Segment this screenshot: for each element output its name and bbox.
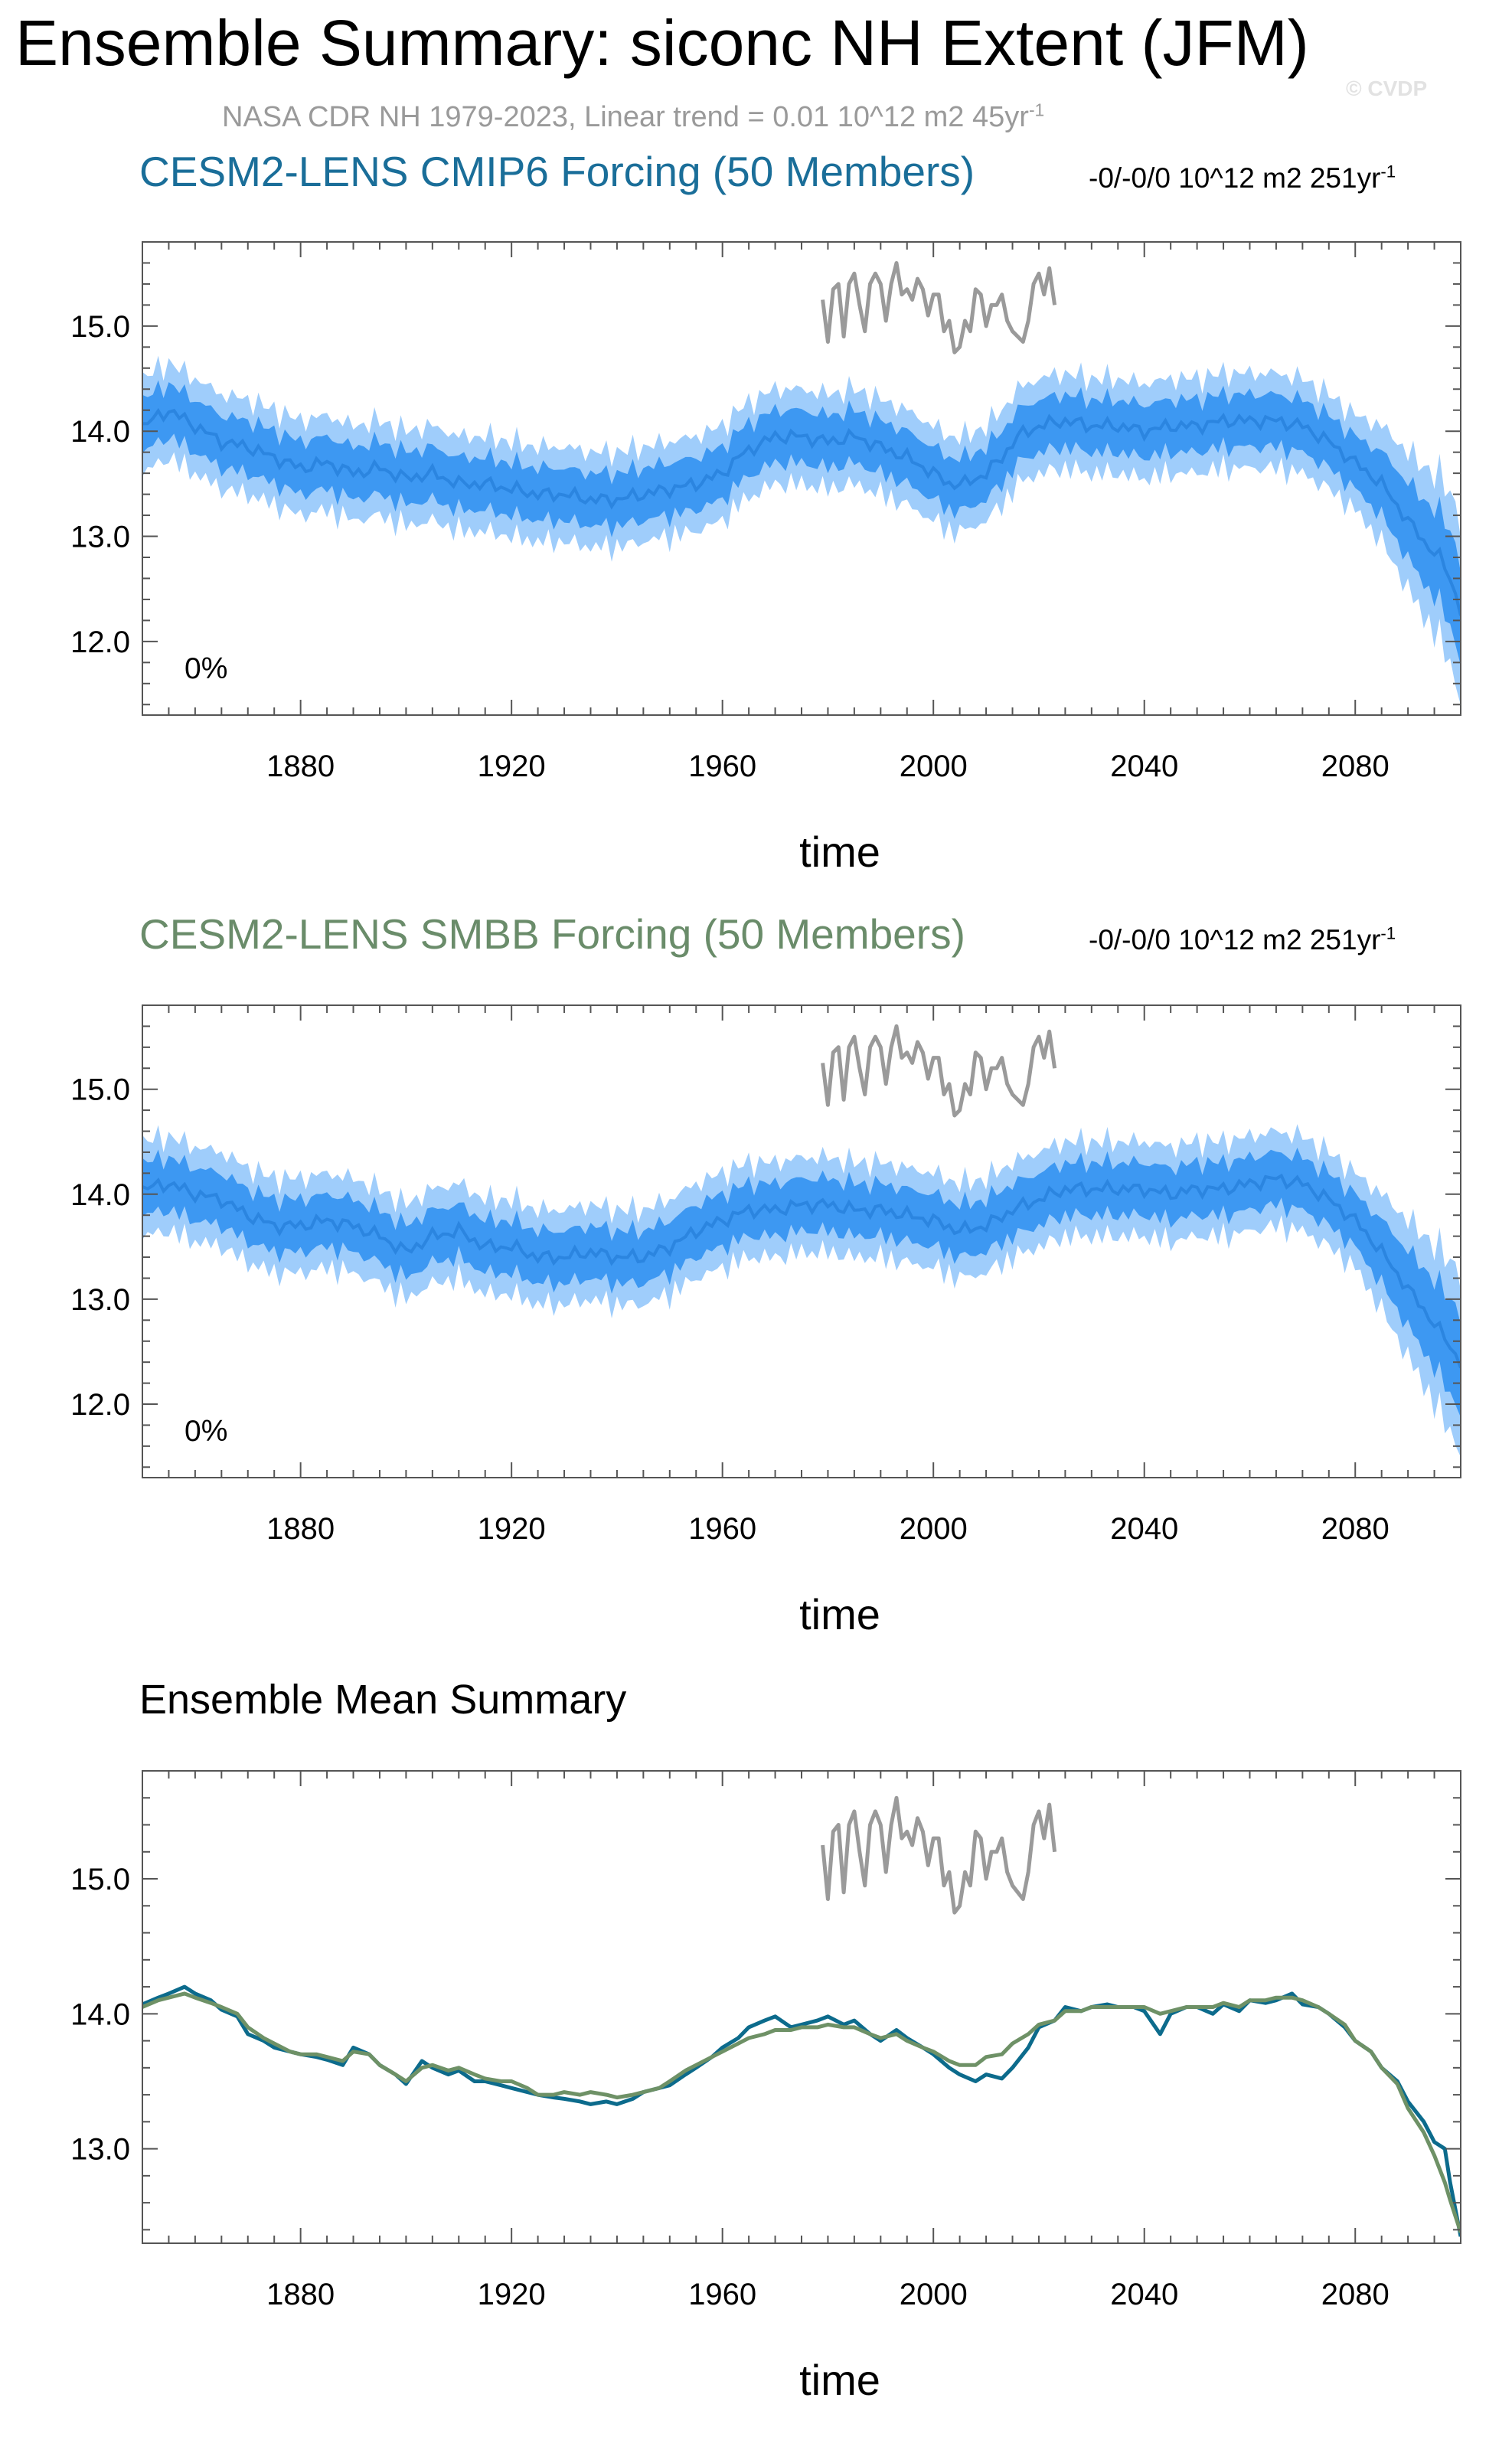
cmip6-mean-line — [142, 1984, 1461, 2237]
percent-label: 0% — [185, 1415, 227, 1448]
x-tick-label: 2080 — [1321, 2278, 1390, 2311]
observation-line — [821, 1795, 1057, 1915]
observation-line — [821, 1024, 1057, 1118]
y-tick-label: 12.0 — [70, 626, 130, 659]
x-tick-label: 2080 — [1321, 1512, 1390, 1546]
copyright-watermark: © CVDP — [1346, 77, 1428, 100]
y-tick-label: 13.0 — [70, 1283, 130, 1317]
x-tick-label: 1960 — [688, 1512, 756, 1546]
x-tick-label: 1920 — [478, 750, 546, 783]
y-tick-label: 14.0 — [70, 1178, 130, 1212]
y-tick-label: 14.0 — [70, 1997, 130, 2031]
smbb-mean-line — [142, 1991, 1461, 2233]
x-tick-label: 1880 — [266, 750, 335, 783]
cmip6-trend-text: -0/-0/0 10^12 m2 251yr — [1089, 162, 1381, 194]
subtitle-exponent: -1 — [1028, 100, 1045, 120]
x-tick-label: 2000 — [900, 1512, 968, 1546]
cmip6-panel-title: CESM2-LENS CMIP6 Forcing (50 Members) — [139, 148, 975, 195]
plot-area — [142, 261, 1461, 705]
y-tick-label: 13.0 — [70, 521, 130, 554]
summary-panel-title: Ensemble Mean Summary — [139, 1677, 627, 1723]
smbb-panel: 12.0 13.0 14.0 15.0 1880 1920 1960 2000 2040 2080… — [70, 1004, 1461, 1638]
y-tick-label: 14.0 — [70, 415, 130, 449]
ensemble-mean-line — [142, 407, 1461, 616]
cmip6-trend-label: -0/-0/0 10^12 m2 251yr-1 — [1089, 162, 1396, 194]
x-tick-label: 1960 — [688, 2278, 756, 2311]
x-tick-label: 1920 — [478, 1512, 546, 1546]
x-axis-label: time — [799, 828, 880, 876]
cmip6-trend-exponent: -1 — [1380, 162, 1396, 181]
x-tick-label: 1920 — [478, 2278, 546, 2311]
subtitle-text: NASA CDR NH 1979-2023, Linear trend = 0.… — [222, 101, 1029, 133]
x-tick-label: 2000 — [900, 2278, 968, 2311]
x-tick-label: 2000 — [900, 750, 968, 783]
x-tick-label: 1880 — [266, 2278, 335, 2311]
y-tick-label: 13.0 — [70, 2133, 130, 2167]
smbb-trend-text: -0/-0/0 10^12 m2 251yr — [1089, 924, 1381, 955]
x-tick-label: 1880 — [266, 1512, 335, 1546]
ensemble-inner-range — [142, 1148, 1461, 1418]
ensemble-inner-range — [142, 380, 1461, 665]
main-title: Ensemble Summary: siconc NH Extent (JFM) — [15, 7, 1309, 79]
x-tick-label: 2040 — [1110, 2278, 1178, 2311]
x-tick-label: 2040 — [1110, 1512, 1178, 1546]
smbb-trend-label: -0/-0/0 10^12 m2 251yr-1 — [1089, 923, 1396, 955]
plot-area — [142, 1795, 1461, 2237]
x-tick-label: 1960 — [688, 750, 756, 783]
observation-subtitle: NASA CDR NH 1979-2023, Linear trend = 0.… — [222, 101, 1044, 134]
plot-area — [142, 1024, 1461, 1458]
smbb-trend-exponent: -1 — [1380, 923, 1396, 943]
x-tick-label: 2040 — [1110, 750, 1178, 783]
x-tick-label: 2080 — [1321, 750, 1390, 783]
summary-panel: 13.0 14.0 15.0 1880 1920 1960 2000 2040 2080 time — [70, 1770, 1461, 2404]
y-tick-label: 15.0 — [70, 1073, 130, 1107]
observation-line — [821, 261, 1057, 354]
smbb-panel-title: CESM2-LENS SMBB Forcing (50 Members) — [139, 910, 965, 958]
cmip6-panel: 12.0 13.0 14.0 15.0 1880 1920 1960 2000 2040 2080… — [70, 241, 1461, 876]
y-tick-label: 15.0 — [70, 1863, 130, 1896]
x-axis-label: time — [799, 1590, 880, 1638]
ensemble-mean-line — [142, 1173, 1461, 1369]
y-tick-label: 15.0 — [70, 310, 130, 344]
plot-frame — [142, 1770, 1461, 2244]
y-tick-label: 12.0 — [70, 1388, 130, 1422]
x-axis-label: time — [799, 2356, 880, 2404]
percent-label: 0% — [185, 652, 227, 685]
